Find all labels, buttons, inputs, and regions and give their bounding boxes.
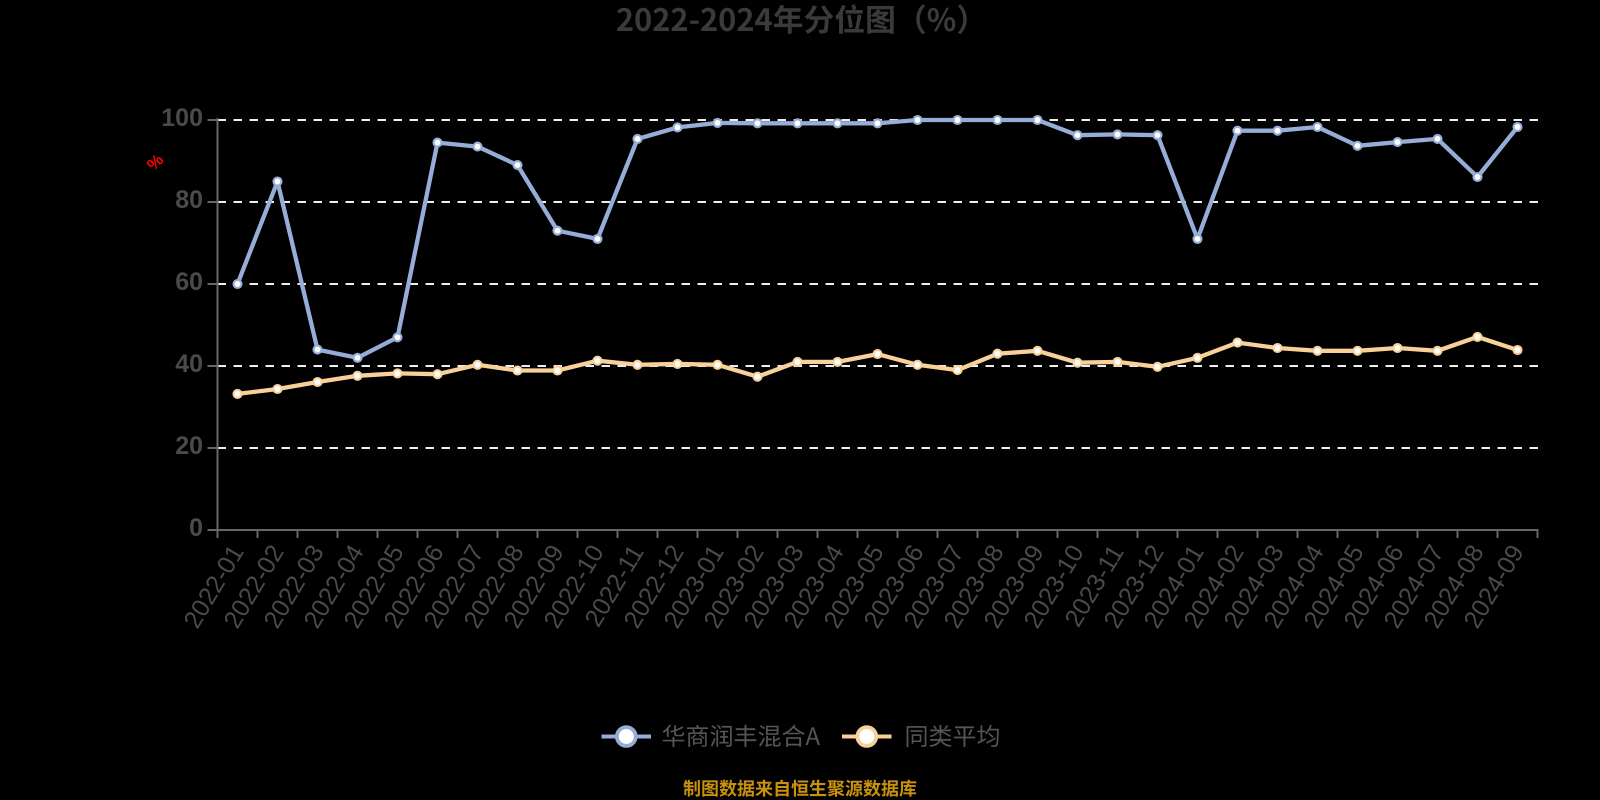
svg-text:40: 40 (175, 350, 203, 378)
svg-text:60: 60 (175, 268, 203, 296)
svg-text:0: 0 (189, 514, 203, 542)
svg-text:100: 100 (161, 104, 203, 132)
svg-text:20: 20 (175, 432, 203, 460)
svg-text:80: 80 (175, 186, 203, 214)
